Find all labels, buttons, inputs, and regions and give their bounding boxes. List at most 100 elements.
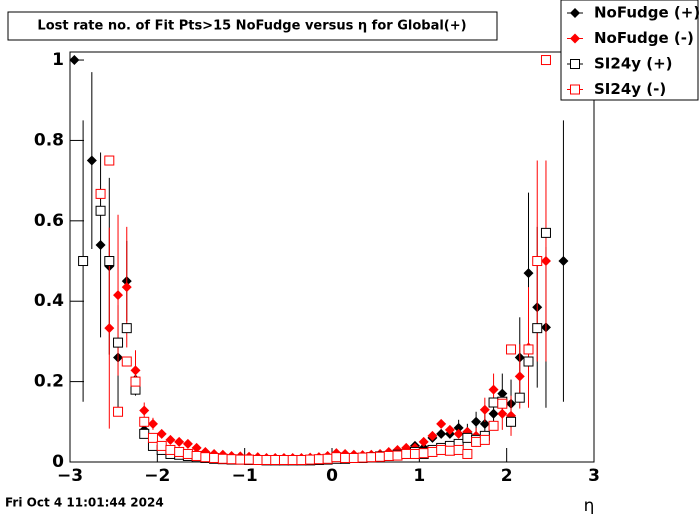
marker-square xyxy=(156,440,167,451)
marker-square xyxy=(113,337,124,348)
y-tick-label: 1 xyxy=(52,50,64,70)
marker-square xyxy=(418,448,429,459)
marker-square xyxy=(296,454,307,465)
marker-diamond xyxy=(139,405,150,416)
marker-square xyxy=(113,406,124,417)
marker-square xyxy=(348,452,359,463)
x-tick-label: −1 xyxy=(232,466,258,486)
marker-square xyxy=(226,454,237,465)
marker-square xyxy=(252,454,263,465)
x-tick-label: 3 xyxy=(588,466,600,486)
marker-square xyxy=(200,452,211,463)
marker-diamond xyxy=(497,388,508,399)
marker-square xyxy=(95,205,106,216)
marker-square xyxy=(523,344,534,355)
y-tick-label: 0 xyxy=(52,452,64,472)
marker-diamond xyxy=(444,424,455,435)
legend-label: NoFudge (-) xyxy=(594,29,694,47)
x-axis-label: η xyxy=(584,496,595,514)
marker-diamond xyxy=(121,282,132,293)
marker-diamond xyxy=(147,418,158,429)
marker-diamond xyxy=(540,256,551,267)
marker-diamond xyxy=(418,436,429,447)
marker-diamond xyxy=(104,323,115,334)
marker-diamond xyxy=(479,418,490,429)
marker-diamond xyxy=(95,239,106,250)
marker-square xyxy=(139,416,150,427)
marker-square xyxy=(366,452,377,463)
marker-diamond xyxy=(453,422,464,433)
legend-marker xyxy=(570,59,580,69)
marker-square xyxy=(95,188,106,199)
series xyxy=(95,55,551,465)
marker-diamond xyxy=(488,384,499,395)
marker-square xyxy=(532,323,543,334)
legend-marker xyxy=(570,8,580,18)
legend-label: NoFudge (+) xyxy=(594,4,700,22)
marker-square xyxy=(453,444,464,455)
y-tick-label: 0.6 xyxy=(34,211,64,231)
marker-square xyxy=(147,432,158,443)
marker-diamond xyxy=(427,430,438,441)
marker-square xyxy=(427,446,438,457)
marker-square xyxy=(121,323,132,334)
marker-square xyxy=(244,454,255,465)
marker-square xyxy=(331,452,342,463)
marker-square xyxy=(436,444,447,455)
marker-diamond xyxy=(86,155,97,166)
marker-square xyxy=(261,454,272,465)
marker-diamond xyxy=(436,418,447,429)
marker-diamond xyxy=(182,438,193,449)
x-tick-label: 1 xyxy=(413,466,425,486)
marker-diamond xyxy=(497,408,508,419)
marker-square xyxy=(540,227,551,238)
marker-square xyxy=(392,450,403,461)
legend-label: SI24y (+) xyxy=(594,55,673,73)
marker-square xyxy=(104,155,115,166)
marker-diamond xyxy=(488,408,499,419)
title-box xyxy=(7,11,498,41)
marker-diamond xyxy=(453,428,464,439)
marker-square xyxy=(532,256,543,267)
y-tick-label: 0.4 xyxy=(34,291,64,311)
marker-diamond xyxy=(191,442,202,453)
y-tick-label: 0.8 xyxy=(34,130,64,150)
marker-square xyxy=(506,416,517,427)
marker-square xyxy=(182,448,193,459)
marker-square xyxy=(139,428,150,439)
marker-diamond xyxy=(174,436,185,447)
marker-square xyxy=(523,356,534,367)
marker-diamond xyxy=(130,365,141,376)
legend-box xyxy=(560,0,699,101)
marker-square xyxy=(479,434,490,445)
y-tick-label: 0.2 xyxy=(34,372,64,392)
marker-square xyxy=(357,452,368,463)
marker-diamond xyxy=(156,428,167,439)
marker-square xyxy=(497,398,508,409)
marker-square xyxy=(287,454,298,465)
marker-square xyxy=(191,450,202,461)
marker-square xyxy=(462,432,473,443)
marker-square xyxy=(401,448,412,459)
legend-marker xyxy=(570,84,580,95)
x-tick-label: 2 xyxy=(501,466,513,486)
marker-diamond xyxy=(436,428,447,439)
marker-square xyxy=(313,454,324,465)
marker-square xyxy=(506,344,517,355)
marker-diamond xyxy=(69,55,80,66)
marker-diamond xyxy=(113,290,124,301)
marker-square xyxy=(121,356,132,367)
marker-square xyxy=(540,55,551,66)
marker-square xyxy=(471,436,482,447)
legend-marker xyxy=(570,33,580,44)
marker-diamond xyxy=(479,404,490,415)
legend-label: SI24y (-) xyxy=(594,80,666,98)
marker-square xyxy=(165,444,176,455)
marker-diamond xyxy=(471,416,482,427)
marker-square xyxy=(130,376,141,387)
marker-square xyxy=(217,453,228,464)
marker-square xyxy=(514,392,525,403)
chart-title: Lost rate no. of Fit Pts>15 NoFudge vers… xyxy=(37,19,466,34)
marker-square xyxy=(104,256,115,267)
marker-square xyxy=(488,420,499,431)
